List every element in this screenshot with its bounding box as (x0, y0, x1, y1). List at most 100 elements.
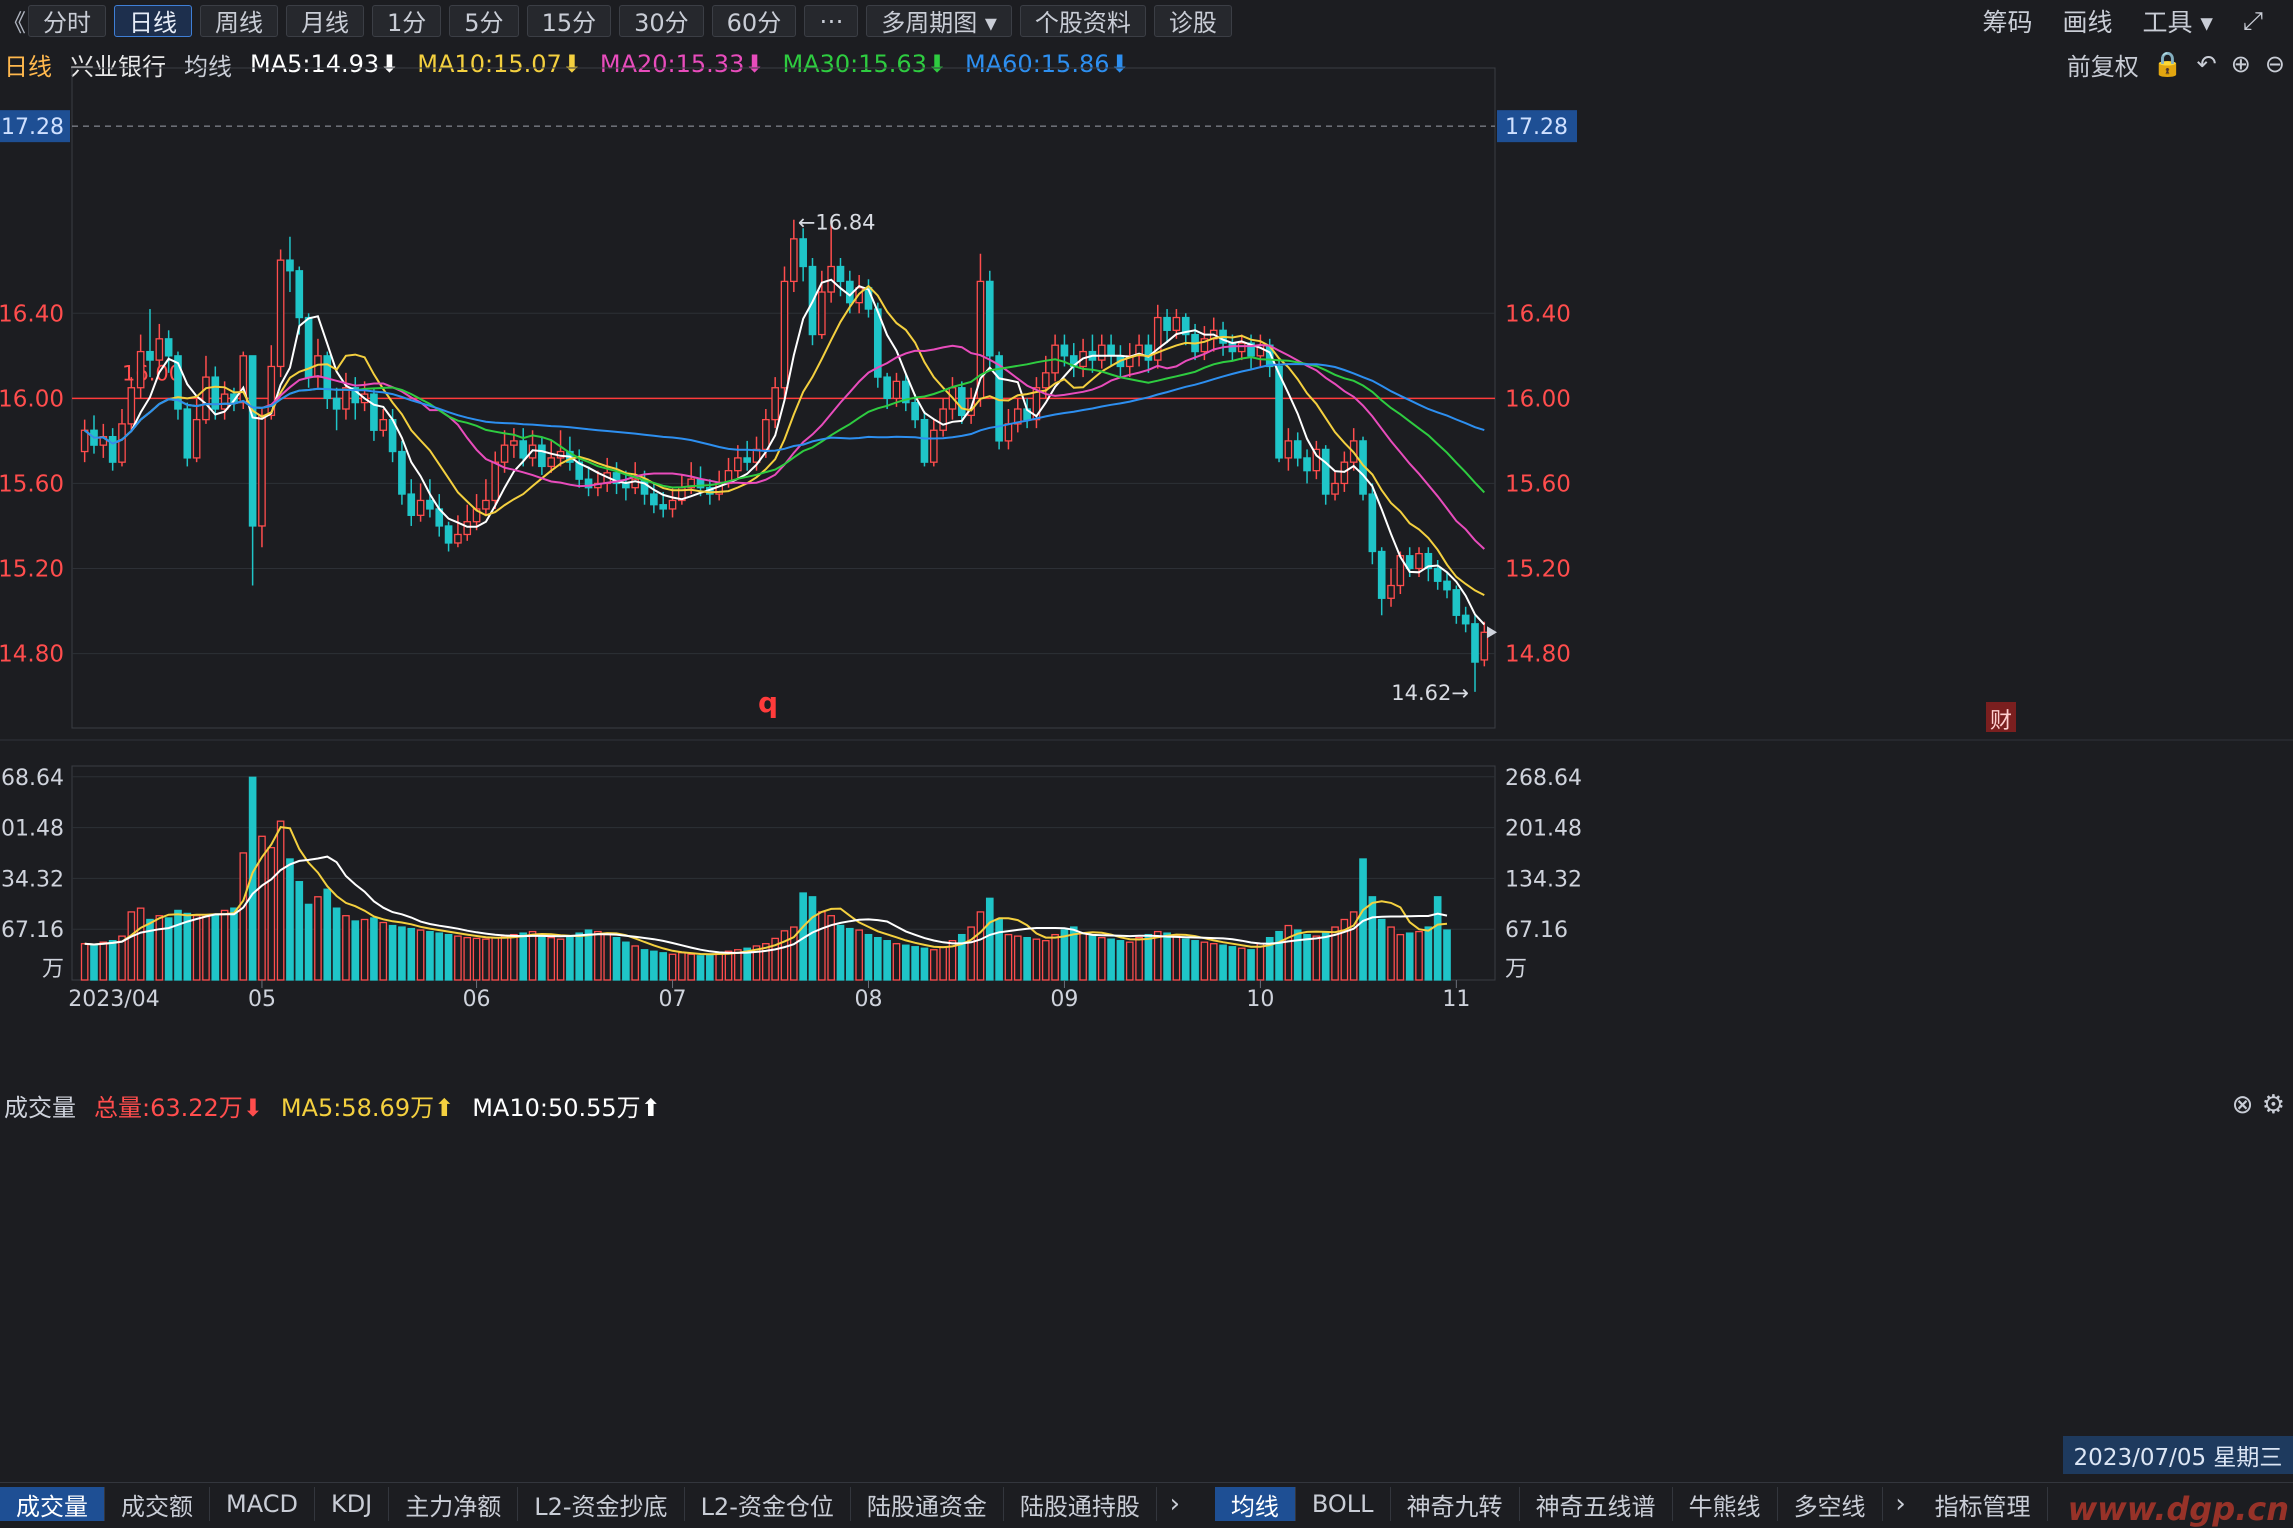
tab-left-4[interactable]: 主力净额 (389, 1487, 519, 1521)
lock-icon[interactable]: 🔒 (2152, 50, 2183, 78)
volume-bar (1107, 938, 1115, 981)
tabs-right-scroll-icon[interactable]: › (1895, 1489, 1906, 1519)
volume-bar (622, 941, 630, 981)
volume-title: 成交量 (4, 1093, 76, 1122)
volume-bar (230, 907, 238, 981)
vol-tick-right-1: 201.48 (1505, 817, 1582, 842)
volume-bar (1125, 941, 1134, 981)
period-button-8[interactable]: 60分 (711, 4, 797, 37)
x-tick-11: 11 (1442, 987, 1470, 1012)
candle-body (911, 401, 919, 421)
tab-right-2[interactable]: 神奇九转 (1391, 1487, 1520, 1521)
volume-bar (164, 917, 173, 981)
event-marker-cai: 财 (1990, 709, 2012, 734)
vol-tick-left-1: 201.48 (0, 817, 64, 842)
ma-label[interactable]: 均线 (184, 52, 232, 81)
period-button-5[interactable]: 5分 (449, 4, 519, 37)
period-button-3[interactable]: 月线 (286, 4, 364, 37)
ma60-line (84, 363, 1485, 453)
tab-right-1[interactable]: BOLL (1296, 1487, 1391, 1521)
price-tag-right (1497, 110, 1577, 143)
period-button-9[interactable]: ⋯ (804, 4, 859, 37)
tab-left-3[interactable]: KDJ (315, 1487, 390, 1521)
toolbar-right-item-1[interactable]: 画线 (2062, 7, 2113, 37)
volume-close-icon[interactable]: ⊗ ⚙ (2231, 1090, 2285, 1120)
volume-bar (566, 935, 574, 981)
candle-body (584, 478, 593, 489)
period-button-10[interactable]: 多周期图 ▾ (866, 4, 1012, 37)
candle-body (1060, 344, 1069, 357)
plus-icon[interactable]: ⊕ (2230, 50, 2251, 78)
volume-bar (220, 909, 229, 981)
volume-bar (818, 911, 826, 981)
volume-bar (864, 933, 873, 981)
period-button-2[interactable]: 周线 (200, 4, 278, 37)
volume-bar (967, 926, 975, 981)
candle-body (920, 418, 929, 463)
volume-bar (556, 938, 565, 981)
candle-body (379, 418, 388, 431)
volume-bar (1069, 926, 1078, 981)
tab-left-5[interactable]: L2-资金抄底 (518, 1487, 685, 1521)
tab-left-8[interactable]: 陆股通持股 (1004, 1487, 1157, 1521)
volume-bar (239, 852, 248, 981)
candle-body (762, 418, 770, 451)
tabs-left: 成交量 成交额 MACD KDJ 主力净额 L2-资金抄底 L2-资金仓位 陆股通资金 陆股通持… (0, 1487, 1157, 1521)
tab-right-3[interactable]: 神奇五线谱 (1520, 1487, 1673, 1521)
candle-body (1480, 631, 1489, 661)
volume-bar (827, 915, 835, 981)
volume-bar (929, 949, 938, 981)
volume-ma5-line (84, 826, 1448, 956)
period-button-7[interactable]: 30分 (619, 4, 704, 37)
tab-left-2[interactable]: MACD (210, 1487, 315, 1521)
candle-body (1004, 423, 1013, 442)
tab-left-6[interactable]: L2-资金仓位 (685, 1487, 851, 1521)
period-button-12[interactable]: 诊股 (1153, 4, 1232, 37)
candle-body (780, 280, 789, 389)
volume-bar (388, 924, 397, 981)
tab-left-0[interactable]: 成交量 (0, 1487, 105, 1521)
period-button-0[interactable]: 分时 (28, 4, 106, 37)
y-tick-left-3: 15.60 (0, 471, 64, 497)
candle-body (295, 270, 304, 319)
period-button-6[interactable]: 15分 (526, 4, 612, 37)
candle-body (1387, 584, 1395, 599)
volume-bar (1349, 911, 1358, 981)
volume-bar (1032, 938, 1041, 981)
vol-unit-left: 万 (42, 957, 64, 982)
minus-icon[interactable]: ⊖ (2264, 50, 2285, 78)
candle-body (790, 238, 798, 283)
period-button-4[interactable]: 1分 (372, 4, 442, 37)
tab-right-4[interactable]: 牛熊线 (1673, 1487, 1778, 1521)
candle-body (267, 365, 276, 417)
volume-ma5: MA5:58.69万⬆ (280, 1093, 455, 1122)
tabs-scroll-right-icon[interactable]: › (1169, 1489, 1181, 1519)
volume-bar (1051, 933, 1059, 981)
volume-bar (1013, 935, 1022, 981)
indicator-manage-button[interactable]: 指标管理 (1919, 1487, 2048, 1521)
toolbar-right-item-0[interactable]: 筹码 (1982, 7, 2033, 37)
period-button-11[interactable]: 个股资料 (1019, 4, 1146, 37)
tab-left-1[interactable]: 成交额 (105, 1487, 210, 1521)
volume-bar (1433, 896, 1442, 981)
candle-body (538, 444, 546, 468)
volume-total: 总量:63.22万⬇ (94, 1093, 263, 1122)
tab-right-5[interactable]: 多空线 (1778, 1487, 1883, 1521)
candle-body (1312, 448, 1321, 472)
volume-bar (435, 932, 444, 981)
volume-bar (314, 896, 322, 981)
volume-bar (1209, 943, 1218, 981)
undo-icon[interactable]: ↶ (2196, 50, 2217, 78)
tab-left-7[interactable]: 陆股通资金 (851, 1487, 1004, 1521)
toolbar-right-item-3[interactable]: ⤢ (2242, 5, 2263, 35)
candle-body (211, 376, 220, 410)
toolbar-right-item-2[interactable]: 工具 ▾ (2142, 7, 2213, 37)
candle-body (398, 450, 406, 495)
candle-body (351, 387, 360, 404)
adjust-label[interactable]: 前复权 (2066, 52, 2139, 81)
period-button-1[interactable]: 日线 (114, 4, 192, 37)
volume-bar (1116, 940, 1125, 981)
candle-body (220, 393, 229, 410)
collapse-left-icon[interactable]: 《 (2, 9, 26, 37)
tab-right-0[interactable]: 均线 (1214, 1487, 1296, 1521)
